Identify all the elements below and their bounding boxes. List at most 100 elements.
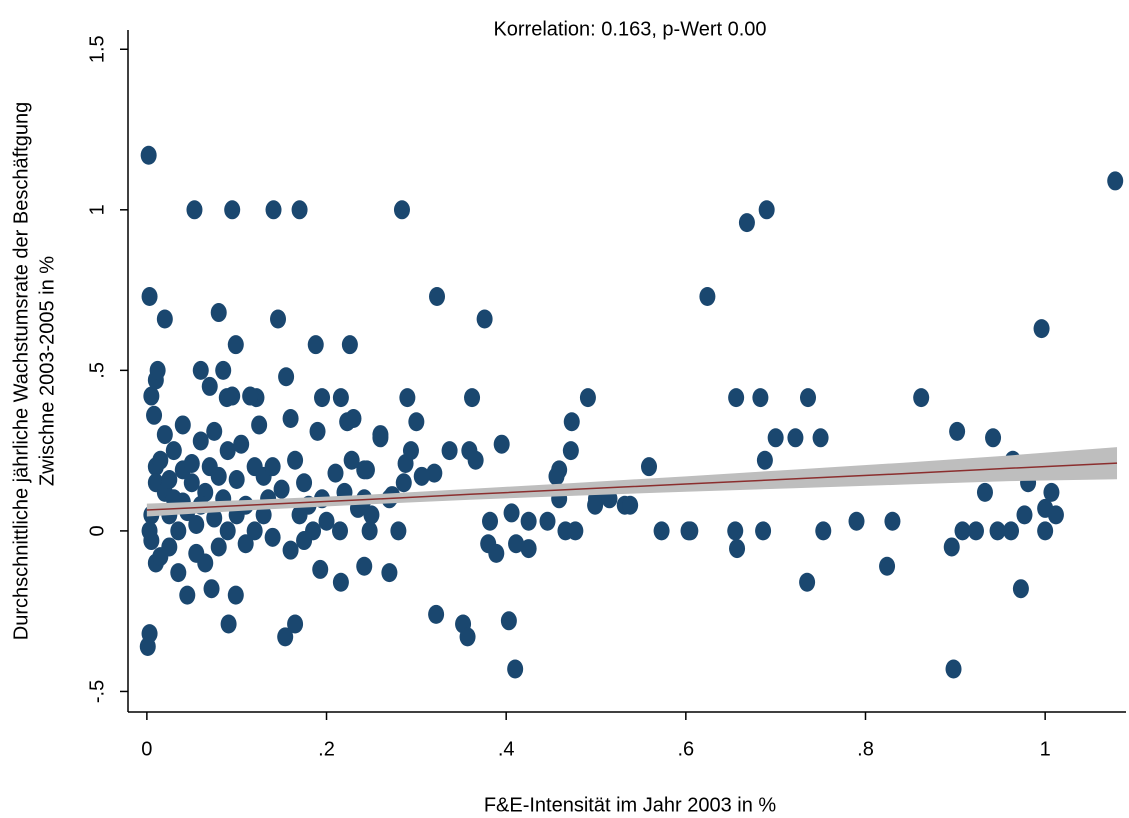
x-tick-label: .6 (677, 738, 694, 760)
point (548, 466, 565, 486)
x-tick-label: 0 (141, 738, 152, 760)
point (567, 521, 584, 541)
point (141, 287, 158, 307)
point (728, 388, 745, 408)
point (579, 388, 596, 408)
point (152, 450, 169, 470)
point (210, 303, 227, 323)
point (143, 531, 160, 551)
x-tick-label: .2 (318, 738, 335, 760)
y-tick-label: .5 (86, 362, 108, 379)
point (976, 482, 993, 502)
point (227, 585, 244, 605)
x-tick-label: .4 (498, 738, 515, 760)
point (179, 585, 196, 605)
point (307, 335, 324, 355)
point (1037, 498, 1054, 518)
point (848, 511, 865, 531)
point (503, 503, 520, 523)
point (429, 287, 446, 307)
point (476, 309, 493, 329)
point (287, 450, 304, 470)
point (143, 386, 160, 406)
point (356, 556, 373, 576)
point (282, 540, 299, 560)
point (699, 287, 716, 307)
point (291, 200, 308, 220)
point (188, 514, 205, 534)
point (255, 505, 272, 525)
point (493, 434, 510, 454)
point (296, 473, 313, 493)
point (767, 428, 784, 448)
y-tick-label: -.5 (86, 680, 108, 703)
point (341, 335, 358, 355)
point (913, 388, 930, 408)
point (242, 386, 259, 406)
point (500, 611, 517, 631)
point (318, 511, 335, 531)
point (520, 511, 537, 531)
point (314, 388, 331, 408)
point (879, 556, 896, 576)
point (812, 428, 829, 448)
point (139, 636, 156, 656)
point (815, 521, 832, 541)
point (219, 441, 236, 461)
point (140, 145, 157, 165)
point (426, 463, 443, 483)
point (251, 415, 268, 435)
point (381, 563, 398, 583)
point (170, 521, 187, 541)
point (361, 521, 378, 541)
point (1107, 171, 1124, 191)
point (408, 412, 425, 432)
point (1012, 579, 1029, 599)
point (210, 537, 227, 557)
y-tick-label: 1.5 (86, 35, 108, 63)
point (488, 543, 505, 563)
point (402, 441, 419, 461)
point (390, 521, 407, 541)
point (206, 508, 223, 528)
point (622, 495, 639, 515)
point (467, 450, 484, 470)
point (206, 421, 223, 441)
point (224, 200, 241, 220)
point (508, 534, 525, 554)
point (220, 614, 237, 634)
point (989, 521, 1006, 541)
point (562, 441, 579, 461)
point (331, 521, 348, 541)
point (149, 360, 166, 380)
point (884, 511, 901, 531)
point (312, 559, 329, 579)
point (345, 409, 362, 429)
point (738, 213, 755, 233)
point (464, 388, 481, 408)
point (186, 200, 203, 220)
point (800, 388, 817, 408)
point (278, 367, 295, 387)
point (428, 604, 445, 624)
point (459, 627, 476, 647)
point (1037, 521, 1054, 541)
point (363, 505, 380, 525)
point (752, 388, 769, 408)
point (264, 457, 281, 477)
point (192, 360, 209, 380)
point (270, 309, 287, 329)
x-tick-label: .8 (857, 738, 874, 760)
point (755, 521, 772, 541)
point (165, 441, 182, 461)
point (756, 450, 773, 470)
point (372, 425, 389, 445)
point (358, 460, 375, 480)
point (343, 450, 360, 470)
point (758, 200, 775, 220)
point (1043, 482, 1060, 502)
point (203, 579, 220, 599)
point (332, 572, 349, 592)
point (1003, 521, 1020, 541)
